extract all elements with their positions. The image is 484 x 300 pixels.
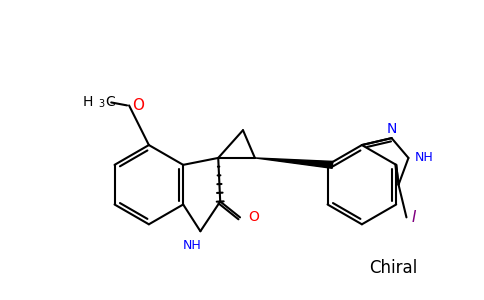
- Text: O: O: [132, 98, 144, 113]
- Text: Chiral: Chiral: [369, 259, 417, 277]
- Text: 3: 3: [98, 100, 105, 110]
- Text: O: O: [248, 210, 259, 224]
- Text: I: I: [411, 210, 416, 225]
- Text: C: C: [106, 95, 115, 110]
- Text: N: N: [386, 122, 397, 136]
- Text: NH: NH: [414, 152, 433, 164]
- Text: H: H: [83, 95, 93, 110]
- Polygon shape: [255, 158, 333, 168]
- Text: NH: NH: [183, 239, 202, 252]
